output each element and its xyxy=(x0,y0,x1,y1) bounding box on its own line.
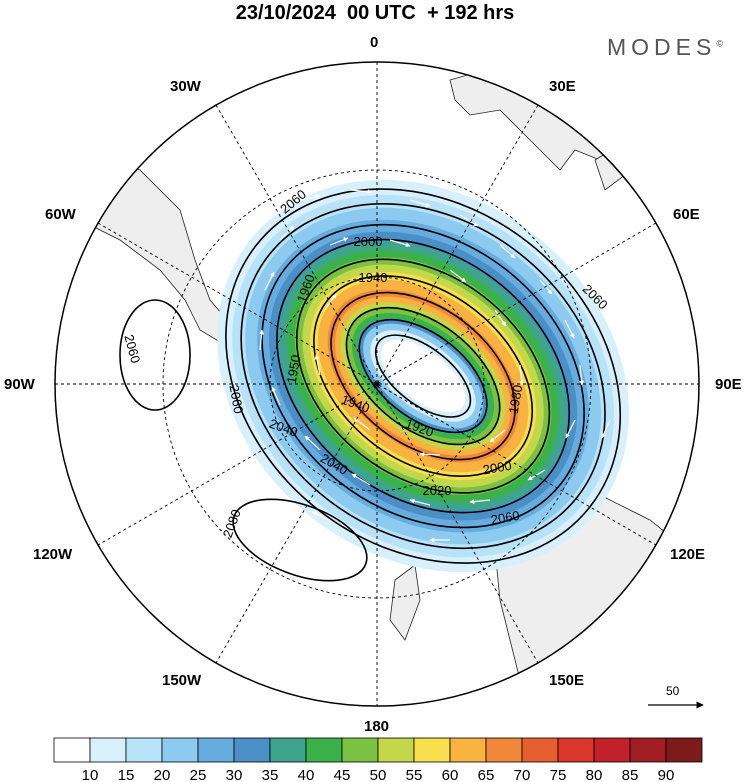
lon-label-180: 180 xyxy=(364,718,390,735)
lon-label-30e: 30E xyxy=(549,78,576,95)
map-title: 23/10/2024 00 UTC + 192 hrs xyxy=(235,2,515,24)
lon-label-60w: 60W xyxy=(45,206,76,223)
lon-label-30w: 30W xyxy=(170,78,201,95)
lon-label-0: 0 xyxy=(370,34,379,51)
contour-label: 2000 xyxy=(354,234,383,249)
contour-label: 1980 xyxy=(506,384,526,415)
height-contours xyxy=(225,188,622,564)
reference-vector-label: 50 xyxy=(666,684,680,698)
new-zealand-land xyxy=(389,564,421,641)
contour-label: 1950 xyxy=(284,354,304,385)
lon-label-120e: 120E xyxy=(670,546,706,563)
lon-label-90e: 90E xyxy=(715,376,742,393)
contour-label: 2060 xyxy=(490,508,521,528)
wind-vectors xyxy=(221,189,611,543)
graticule xyxy=(55,62,699,706)
lon-label-60e: 60E xyxy=(673,206,700,223)
contour-label: 2060 xyxy=(227,384,247,415)
contour-label: 2000 xyxy=(482,458,513,478)
contour-label: 1940 xyxy=(359,270,388,285)
contour-2060-west xyxy=(119,299,191,411)
logo-text: MODES xyxy=(607,34,717,60)
contour-2080-south xyxy=(232,498,368,582)
contour-label: 2020 xyxy=(423,483,452,498)
lon-label-150e: 150E xyxy=(549,672,585,689)
logo-mark: © xyxy=(716,38,723,49)
south-pole-dot xyxy=(374,381,380,387)
lon-label-120w: 120W xyxy=(33,546,73,563)
modes-logo: MODES© xyxy=(607,34,723,61)
lon-label-90w: 90W xyxy=(4,376,35,393)
wind-shading xyxy=(217,179,629,573)
lon-label-150w: 150W xyxy=(162,672,202,689)
map-border xyxy=(54,61,700,707)
contour-label: 2060 xyxy=(121,333,143,365)
